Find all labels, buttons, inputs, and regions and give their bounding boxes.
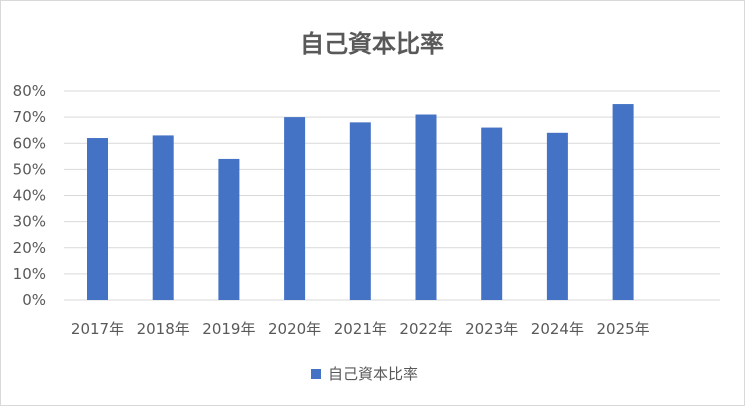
legend-label: 自己資本比率: [328, 365, 418, 383]
y-tick-label: 80%: [13, 82, 46, 100]
x-axis-ticks: 2017年 2018年 2019年 2020年 2021年 2022年 2023年 2024年…: [71, 320, 650, 338]
y-tick-label: 60%: [13, 134, 46, 152]
bar-2025年: [612, 104, 634, 300]
y-tick-label: 10%: [13, 265, 46, 283]
y-axis-ticks: 0% 10% 20% 30% 40% 50% 60% 70% 80%: [13, 82, 46, 309]
y-tick-label: 20%: [13, 239, 46, 257]
x-tick-label: 2021年: [334, 320, 387, 338]
bar-2021年: [349, 122, 371, 300]
bar-2022年: [415, 114, 437, 300]
bar-2020年: [284, 117, 306, 300]
bar-2024年: [546, 132, 568, 300]
y-tick-label: 40%: [13, 187, 46, 205]
x-tick-label: 2017年: [71, 320, 124, 338]
y-tick-label: 30%: [13, 213, 46, 231]
x-tick-label: 2022年: [399, 320, 452, 338]
x-tick-label: 2018年: [137, 320, 190, 338]
x-tick-label: 2020年: [268, 320, 321, 338]
x-tick-label: 2023年: [465, 320, 518, 338]
bar-2018年: [152, 135, 174, 300]
y-tick-label: 0%: [22, 291, 46, 309]
chart-title: 自己資本比率: [300, 30, 444, 58]
y-tick-label: 70%: [13, 108, 46, 126]
legend-swatch: [311, 369, 321, 379]
x-tick-label: 2019年: [202, 320, 255, 338]
x-tick-label: 2024年: [531, 320, 584, 338]
y-tick-label: 50%: [13, 160, 46, 178]
bar-2017年: [87, 138, 108, 300]
bars: [87, 104, 634, 300]
bar-2019年: [218, 158, 240, 300]
x-tick-label: 2025年: [597, 320, 650, 338]
bar-2023年: [481, 127, 503, 300]
legend: 自己資本比率: [311, 365, 418, 383]
